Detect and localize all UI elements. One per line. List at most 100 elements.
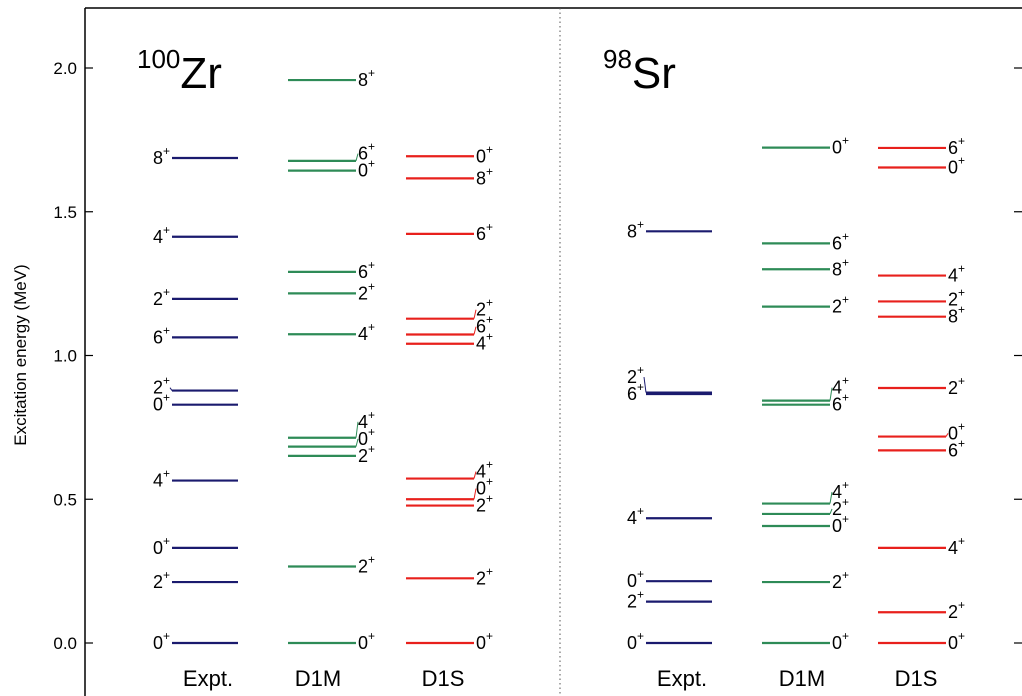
level-label: 0+	[358, 425, 375, 449]
level-label: 2+	[358, 553, 375, 577]
level-label: 8+	[476, 164, 493, 188]
level-label: 6+	[358, 140, 375, 164]
level-label: 4+	[358, 320, 375, 344]
level-label: 2+	[153, 568, 170, 592]
level-label: 2+	[832, 495, 849, 519]
level-label: 2+	[476, 564, 493, 588]
level-label: 2+	[832, 293, 849, 317]
level-label: 4+	[476, 330, 493, 354]
level-label: 2+	[358, 279, 375, 303]
panels: 100ZrExpt.0+2+0+4+0+2+6+2+4+8+D1M0+2+2+0…	[137, 44, 965, 691]
nucleus-symbol: Sr	[632, 49, 676, 98]
level-label: 6+	[476, 220, 493, 244]
level-label: 6+	[948, 134, 965, 158]
level-label: 6+	[832, 391, 849, 415]
level-label: 2+	[948, 286, 965, 310]
column-label: D1M	[295, 666, 341, 691]
label-connector	[829, 508, 833, 515]
label-connector	[473, 326, 477, 335]
level-label: 2+	[153, 374, 170, 398]
level-label: 8+	[948, 303, 965, 327]
level-label: 4+	[948, 534, 965, 558]
level-label: 0+	[948, 629, 965, 653]
level-label: 8+	[627, 217, 644, 241]
column-label: Expt.	[657, 666, 707, 691]
label-connector	[945, 433, 949, 437]
panel-sr: 98SrExpt.0+2+0+4+6+2+8+D1M0+2+0+2+4+6+4+…	[603, 44, 965, 691]
level-label: 0+	[832, 134, 849, 158]
level-label: 0+	[153, 629, 170, 653]
level-label: 0+	[153, 534, 170, 558]
level-label: 6+	[832, 229, 849, 253]
nucleus-symbol: Zr	[180, 49, 222, 98]
level-label: 0+	[832, 512, 849, 536]
label-connector	[473, 309, 477, 319]
level-label: 0+	[476, 142, 493, 166]
level-label: 0+	[476, 629, 493, 653]
column-label: D1S	[422, 666, 465, 691]
level-label: 6+	[153, 323, 170, 347]
level-label: 2+	[358, 442, 375, 466]
label-connector	[355, 438, 359, 447]
level-label: 4+	[627, 504, 644, 528]
level-label: 6+	[358, 258, 375, 282]
label-connector	[355, 421, 359, 438]
level-label: 4+	[832, 478, 849, 502]
level-label: 2+	[627, 363, 644, 387]
nucleus-title: 98Sr	[603, 44, 676, 98]
level-label: 6+	[476, 313, 493, 337]
label-connector	[355, 153, 359, 161]
column-label: Expt.	[183, 666, 233, 691]
level-label: 6+	[627, 380, 644, 404]
level-label: 6+	[948, 436, 965, 460]
level-label: 4+	[153, 467, 170, 491]
column-expt: Expt.0+2+0+4+6+2+8+	[627, 217, 712, 691]
level-label: 0+	[948, 153, 965, 177]
y-tick-label: 1.5	[53, 203, 77, 222]
nucleus-mass-number: 100	[137, 44, 180, 74]
y-tick-label: 1.0	[53, 347, 77, 366]
label-connector	[829, 491, 833, 504]
level-label: 4+	[358, 408, 375, 432]
level-label: 2+	[476, 492, 493, 516]
column-label: D1M	[779, 666, 825, 691]
level-label: 2+	[832, 568, 849, 592]
nucleus-mass-number: 98	[603, 44, 632, 74]
level-label: 4+	[832, 374, 849, 398]
column-label: D1S	[895, 666, 938, 691]
y-axis: 0.0 0.5 1.0 1.5 2.0	[53, 59, 1022, 653]
y-tick-label: 0.5	[53, 490, 77, 509]
level-label: 2+	[476, 296, 493, 320]
label-connector	[643, 376, 647, 393]
level-label: 8+	[358, 66, 375, 90]
label-connector	[473, 488, 477, 500]
y-tick-label: 2.0	[53, 59, 77, 78]
label-connector	[473, 471, 477, 479]
level-label: 8+	[153, 144, 170, 168]
level-label: 0+	[948, 419, 965, 443]
label-connector	[169, 387, 173, 391]
label-connector	[829, 387, 833, 401]
level-label: 4+	[948, 262, 965, 286]
level-label: 2+	[153, 285, 170, 309]
column-expt: Expt.0+2+0+4+0+2+6+2+4+8+	[153, 144, 238, 691]
level-label: 2+	[948, 374, 965, 398]
level-label: 4+	[153, 223, 170, 247]
level-label: 2+	[627, 588, 644, 612]
level-label: 0+	[358, 157, 375, 181]
plot-frame	[84, 7, 1022, 696]
y-axis-title: Excitation energy (MeV)	[11, 264, 30, 445]
level-label: 0+	[153, 391, 170, 415]
level-label: 4+	[476, 458, 493, 482]
level-label: 0+	[627, 567, 644, 591]
y-tick-label: 0.0	[53, 634, 77, 653]
level-label: 8+	[832, 255, 849, 279]
level-label: 2+	[948, 598, 965, 622]
panel-zr: 100ZrExpt.0+2+0+4+0+2+6+2+4+8+D1M0+2+2+0…	[137, 44, 493, 691]
level-label: 0+	[627, 629, 644, 653]
